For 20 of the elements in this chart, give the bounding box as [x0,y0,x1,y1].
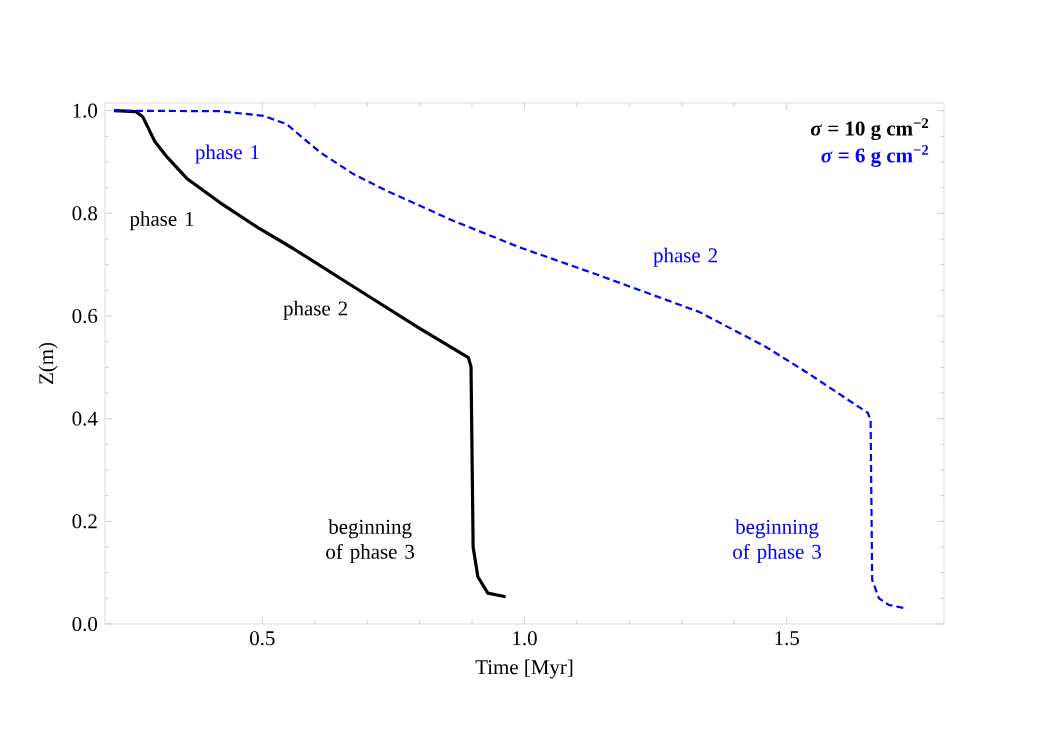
y-tick-label: 1.0 [73,103,98,118]
annotation: beginning of phase 3 [326,519,415,564]
x-tick-label: 0.5 [250,631,275,646]
annotation: phase 1 [195,144,259,164]
y-axis-title: Z(m) [38,342,58,384]
line-series [112,109,508,599]
x-tick-label: 1.0 [513,631,537,646]
y-tick-label: 0.2 [72,514,97,529]
y-tick-label: 0.8 [72,206,98,221]
x-tick-label: 1.5 [775,631,799,646]
annotation: phase 2 [653,247,717,267]
y-tick-label: 0.0 [72,616,98,632]
text: σ = 10 g cm$^{−2}$ [810,118,929,141]
x-axis-title: Time [Myr] [475,659,573,679]
annotation: phase 1 [129,211,194,231]
y-tick-label: 0.6 [72,308,98,324]
annotation: phase 2 [283,300,347,320]
y-tick-label: 0.4 [72,411,98,426]
annotation: beginning of phase 3 [733,519,821,564]
text: σ = 6 g cm$^{−2}$ [821,145,929,167]
